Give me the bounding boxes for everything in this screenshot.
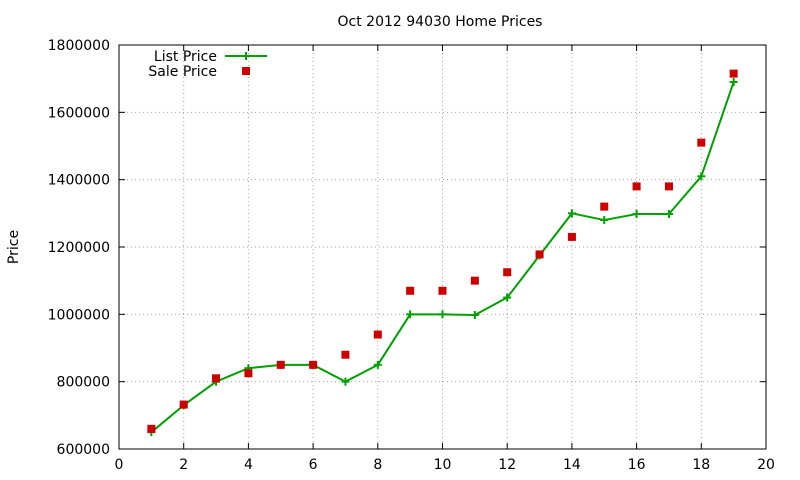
sale-price-point <box>567 232 576 241</box>
sale-price-point <box>470 276 479 285</box>
y-tick-label: 1200000 <box>48 240 110 256</box>
x-tick-label: 8 <box>373 457 382 473</box>
list-price-point <box>729 78 738 87</box>
legend-swatch-sale-price <box>242 67 250 75</box>
x-tick-label: 14 <box>563 457 581 473</box>
x-tick-label: 10 <box>434 457 452 473</box>
legend-label-list-price: List Price <box>154 49 217 65</box>
series-layer <box>147 69 738 437</box>
y-axis-label: Price <box>6 230 22 264</box>
y-tick-label: 1800000 <box>48 38 110 54</box>
list-price-point <box>373 360 382 369</box>
x-tick-label: 2 <box>179 457 188 473</box>
sale-price-point <box>535 250 544 259</box>
list-price-point <box>406 310 415 319</box>
x-tick-label: 16 <box>628 457 646 473</box>
sale-price-point <box>212 374 221 383</box>
sale-price-point <box>729 69 738 78</box>
list-price-point <box>438 310 447 319</box>
list-price-point <box>470 311 479 320</box>
sale-price-point <box>147 424 156 433</box>
x-tick-label: 4 <box>244 457 253 473</box>
x-tick-label: 0 <box>115 457 124 473</box>
list-price-point <box>664 210 673 219</box>
grid-lines <box>119 45 766 449</box>
legend-label-sale-price: Sale Price <box>148 64 217 80</box>
list-price-point <box>503 293 512 302</box>
axis-ticks: 0 2 4 6 8 10 12 14 16 18 20 600000 800000 1000000 1200… <box>48 38 775 473</box>
sale-price-point <box>697 138 706 147</box>
list-price-point <box>567 209 576 218</box>
sale-price-point <box>503 268 512 277</box>
y-tick-label: 1000000 <box>48 307 110 323</box>
x-tick-label: 20 <box>757 457 775 473</box>
sale-price-point <box>406 286 415 295</box>
sale-price-point <box>373 330 382 339</box>
chart-title: Oct 2012 94030 Home Prices <box>338 14 543 30</box>
x-tick-label: 6 <box>309 457 318 473</box>
sale-price-point <box>664 182 673 191</box>
sale-price-point <box>600 202 609 211</box>
x-tick-label: 18 <box>692 457 710 473</box>
list-price-point <box>697 172 706 181</box>
legend: List Price Sale Price <box>148 49 267 80</box>
sale-price-point <box>276 360 285 369</box>
y-tick-label: 600000 <box>57 442 110 458</box>
sale-price-point <box>244 369 253 378</box>
legend-swatches <box>225 52 267 75</box>
list-price-point <box>632 210 641 219</box>
list-price-point <box>600 216 609 225</box>
y-tick-label: 1400000 <box>48 173 110 189</box>
y-tick-label: 1600000 <box>48 105 110 121</box>
sale-price-point <box>438 286 447 295</box>
x-tick-label: 12 <box>498 457 516 473</box>
sale-price-point <box>179 400 188 409</box>
sale-price-point <box>309 360 318 369</box>
sale-price-point <box>632 182 641 191</box>
sale-price-point <box>341 350 350 359</box>
list-price-point <box>341 377 350 386</box>
y-tick-label: 800000 <box>57 375 110 391</box>
